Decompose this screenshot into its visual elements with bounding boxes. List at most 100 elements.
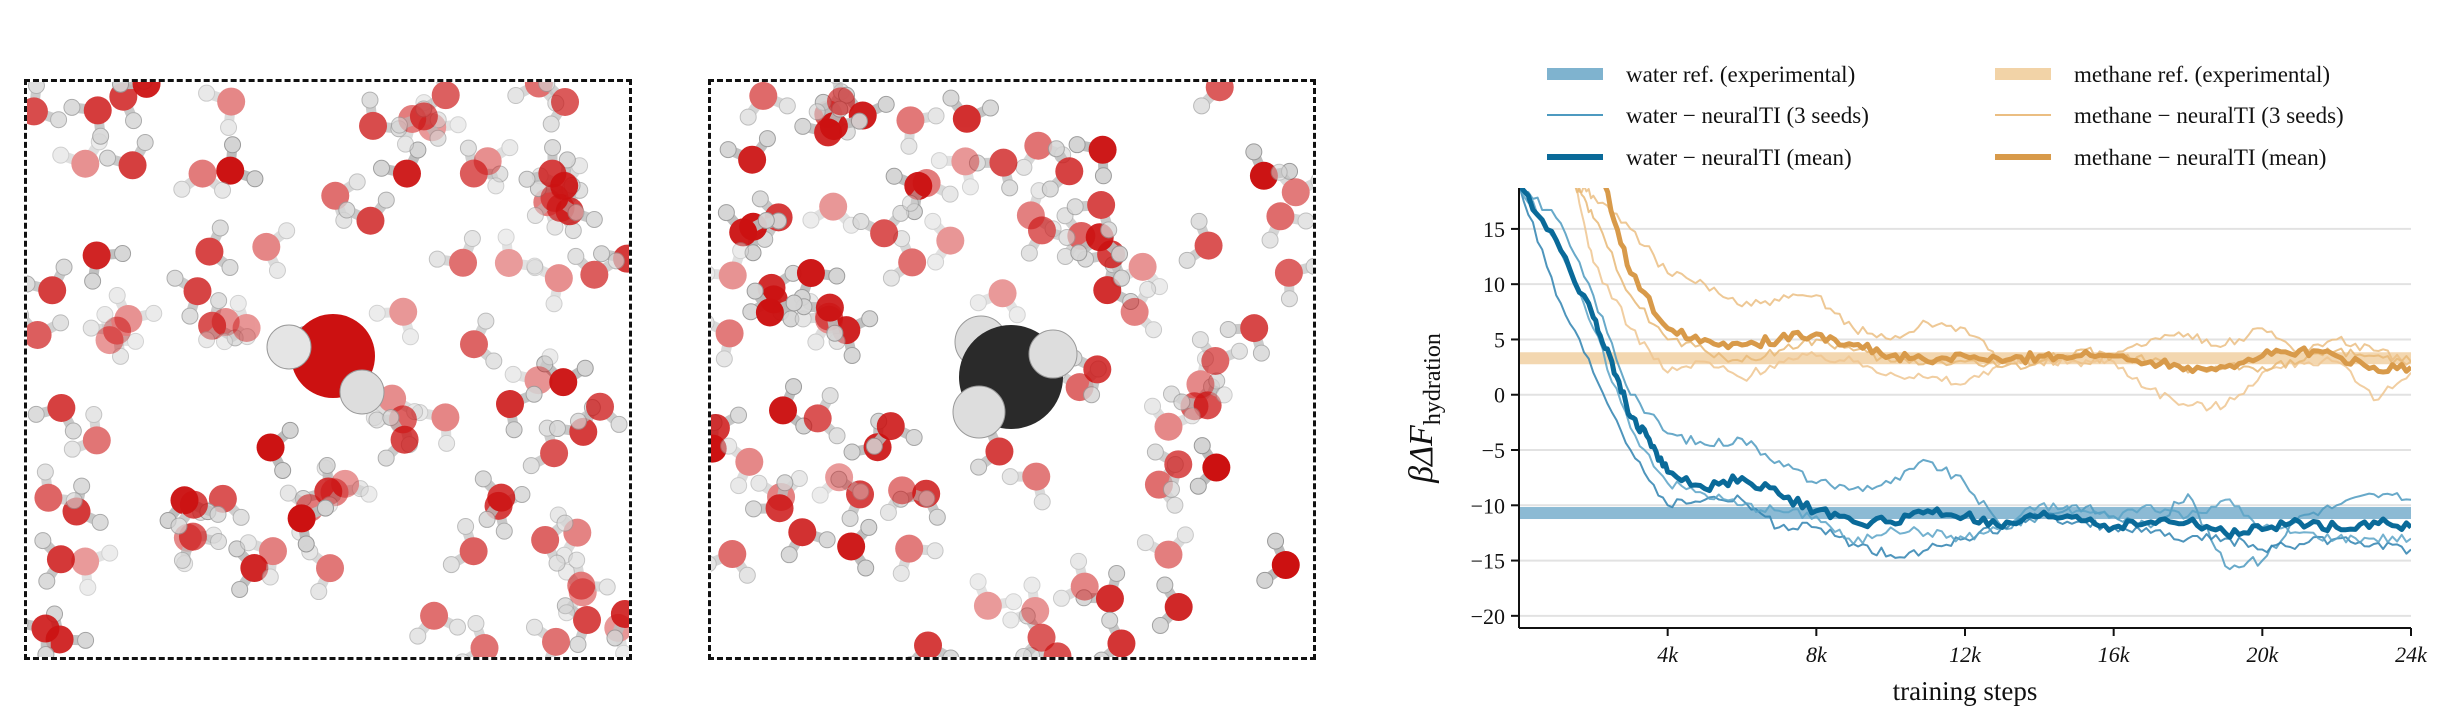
oxygen-atom [729,218,758,247]
hydrogen-atom [108,286,126,304]
water-molecule [1065,349,1112,404]
oh-bond [934,155,971,167]
hydrogen-atom [852,213,870,231]
oxygen-atom [815,293,844,322]
oxygen-atom [71,547,100,576]
water-molecule [198,292,244,347]
water-molecule [442,517,488,574]
oxygen-atom [735,447,764,476]
oxygen-atom [718,540,747,569]
water-molecule [711,315,744,368]
hydrogen-atom [732,242,750,260]
oxygen-atom [1249,161,1278,190]
legend-label: methane − neuralTI (3 seeds) [2074,103,2344,128]
oxygen-atom [1240,314,1269,343]
oxygen-atom [951,147,980,176]
hydrogen-atom [65,492,83,510]
hydrogen-atom [63,440,81,458]
hydrogen-atom [961,178,979,196]
hydrogen-atom [1008,306,1026,324]
y-tick-label: 10 [1483,272,1505,297]
oxygen-atom [1201,346,1230,375]
hydrogen-atom [598,578,616,596]
hydrogen-atom [717,204,735,222]
solute-hydrogen [266,324,312,370]
water-molecule [82,316,132,365]
water-molecule [1136,526,1194,569]
oxygen-atom [1128,252,1157,281]
hydrogen-atom [830,470,848,488]
hydrogen-atom [522,457,540,475]
oxygen-atom [47,393,76,422]
hydrogen-atom [544,139,562,157]
oxygen-atom [586,392,615,421]
water-molecule [531,514,574,572]
oxygen-atom [211,308,240,337]
oxygen-atom [896,106,925,135]
oxygen-atom [179,490,208,519]
water-molecule [526,183,585,224]
hydrogen-atom [1191,331,1209,349]
hydrogen-atom [166,269,184,287]
oxygen-atom [1120,297,1149,326]
hydrogen-atom [501,139,519,157]
hydrogen-atom [1280,290,1298,308]
oxygen-atom [449,248,478,277]
hydrogen-atom [545,295,563,313]
oxygen-atom [870,219,899,248]
water-molecule [837,518,878,577]
y-tick-label: −15 [1471,549,1505,574]
hydrogen-atom [145,304,163,322]
water-molecule [1146,443,1193,498]
water-molecule [27,258,73,305]
oxygen-atom [876,412,905,441]
hydrogen-atom [1047,140,1065,158]
hydrogen-atom [1146,443,1164,461]
hydrogen-atom [377,449,395,467]
y-tick-label: −5 [1482,438,1505,463]
hydrogen-atom [377,191,395,209]
y-tick-label: 5 [1494,327,1505,352]
water-molecule [411,403,460,452]
water-molecule [968,148,1019,197]
hydrogen-atom [27,275,36,293]
oh-bond [398,306,416,342]
hydrogen-atom [459,139,477,157]
hydrogen-atom [1001,179,1019,197]
oxygen-atom [898,248,927,277]
water-molecule [518,139,567,188]
water-molecule [1270,163,1313,207]
water-molecule [473,139,519,195]
hydrogen-atom [487,177,505,195]
oxygen-atom [718,261,747,290]
y-tick-label: −10 [1471,493,1505,518]
water-molecule [495,385,543,439]
oxygen-atom [95,326,124,355]
oxygen-atom [985,437,1014,466]
reference-bands [1519,352,2411,520]
hydrogen-atom [455,653,470,657]
hydrogen-atom [720,437,738,455]
hydrogen-atom [229,294,247,312]
hydrogen-atom [885,167,903,185]
hydrogen-atom [730,406,748,424]
oxygen-atom [431,403,460,432]
hydrogen-atom [808,103,826,121]
water-box-render [27,82,629,657]
hydrogen-atom [968,154,986,172]
hydrogen-atom [467,614,485,632]
oxygen-atom [1095,584,1124,613]
hydrogen-atom [348,173,366,191]
hydrogen-atom [170,517,188,535]
water-molecule [1144,397,1201,441]
oxygen-atom [46,545,75,574]
oxygen-atom [989,148,1018,177]
oxygen-atom [132,82,161,98]
water-molecule [1066,190,1118,239]
oxygen-atom [431,82,460,110]
oxygen-atom [1022,462,1051,491]
water-molecule [455,614,499,657]
hydrogen-atom [1183,407,1201,425]
oxygen-atom [549,368,578,397]
oh-bond [324,478,351,510]
